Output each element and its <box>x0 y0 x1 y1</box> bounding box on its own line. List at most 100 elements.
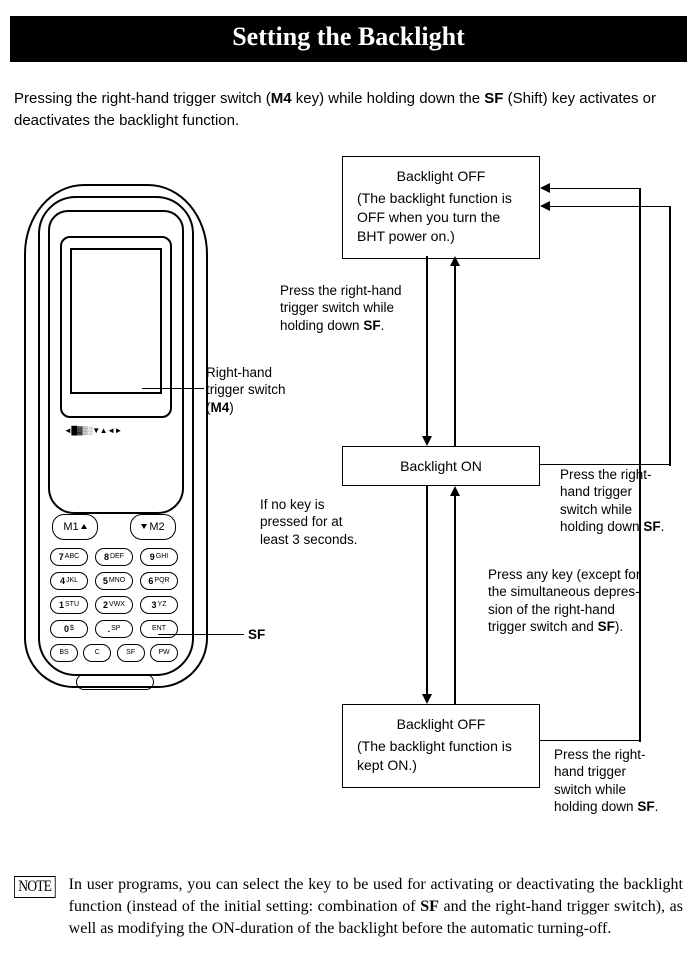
box2-title: Backlight ON <box>357 457 525 476</box>
box3-title: Backlight OFF <box>357 715 525 734</box>
box1-body: (The backlight function is OFF when you … <box>357 189 525 246</box>
rs2-l4c: . <box>655 799 659 814</box>
arrow-into-b1 <box>540 201 550 211</box>
m2-label: M2 <box>149 521 164 533</box>
key-0: 0$ <box>50 620 88 638</box>
key-1: 1STU <box>50 596 88 614</box>
label-right-trigger: Right-hand trigger switch (M4) <box>206 364 286 417</box>
key-6: 6PQR <box>140 572 178 590</box>
rs1-l2: hand trigger <box>560 484 632 499</box>
line-b1-b2-down <box>426 256 428 438</box>
line-b2-right <box>540 464 670 466</box>
key-8: 8DEF <box>95 548 133 566</box>
label-any-key: Press any key (except for the simultaneo… <box>488 566 640 636</box>
ps-l3a: holding down <box>280 318 363 333</box>
intro-sf: SF <box>484 90 503 107</box>
label-no-key: If no key is pressed for at least 3 seco… <box>260 496 358 549</box>
key-row-3: 1STU 2VWX 3YZ <box>50 596 178 614</box>
label-right-sf-bottom: Press the right- hand trigger switch whi… <box>554 746 658 816</box>
line-b3-b2-up <box>454 494 456 704</box>
ps-l3b: SF <box>363 318 380 333</box>
line-right-up-long <box>669 206 671 466</box>
arrow-b3-b2-up <box>450 486 460 496</box>
note-text: In user programs, you can select the key… <box>69 874 683 941</box>
line-b2-b3-down <box>426 486 428 696</box>
rt-l2: trigger switch <box>206 382 286 397</box>
leader-rh-trigger <box>142 388 204 390</box>
m1-label: M1 <box>63 521 78 533</box>
rs1-l3: switch while <box>560 502 632 517</box>
arrow-b2-b3-down <box>422 694 432 704</box>
ak-l3: sion of the right-hand <box>488 602 615 617</box>
intro-t2: key) while holding down the <box>292 90 485 107</box>
ak-l4c: ). <box>615 619 623 634</box>
note-sf: SF <box>420 898 439 915</box>
rt-l1: Right-hand <box>206 365 272 380</box>
device-status-row: ◄█▓▒░▼▲◄► <box>60 426 168 440</box>
m2-key: M2 <box>130 514 176 540</box>
state-box-on: Backlight ON <box>342 446 540 487</box>
arrow-b3-into-b1 <box>540 183 550 193</box>
key-9: 9GHI <box>140 548 178 566</box>
up-icon <box>81 524 87 529</box>
rs1-l4a: holding down <box>560 519 643 534</box>
m1-key: M1 <box>52 514 98 540</box>
box3-body: (The backlight function is kept ON.) <box>357 737 525 775</box>
key-4: 4JKL <box>50 572 88 590</box>
key-5: 5MNO <box>95 572 133 590</box>
keypad: 7ABC 8DEF 9GHI 4JKL 5MNO 6PQR 1STU 2VWX … <box>50 548 178 668</box>
rs1-l4c: . <box>661 519 665 534</box>
intro-paragraph: Pressing the right-hand trigger switch (… <box>14 88 683 132</box>
device-screen <box>70 248 162 394</box>
line-right-into-b1 <box>550 206 670 208</box>
ak-l4b: SF <box>598 619 615 634</box>
key-dot: .SP <box>95 620 133 638</box>
key-3: 3YZ <box>140 596 178 614</box>
line-b2-b1-up <box>454 264 456 446</box>
note-section: NOTE In user programs, you can select th… <box>14 874 683 941</box>
key-row-2: 4JKL 5MNO 6PQR <box>50 572 178 590</box>
key-row-5: BS C SF PW <box>50 644 178 662</box>
rs2-l4b: SF <box>637 799 654 814</box>
page-title: Setting the Backlight <box>10 16 687 62</box>
rs2-l2: hand trigger <box>554 764 626 779</box>
key-sf: SF <box>117 644 145 662</box>
note-badge: NOTE <box>14 876 55 898</box>
rt-l3b: M4 <box>211 400 230 415</box>
key-pw: PW <box>150 644 178 662</box>
ps-l2: trigger switch while <box>280 300 394 315</box>
box1-title: Backlight OFF <box>357 167 525 186</box>
ps-l3c: . <box>381 318 385 333</box>
rs2-l4a: holding down <box>554 799 637 814</box>
rs2-l1: Press the right- <box>554 747 646 762</box>
m-key-row: M1 M2 <box>52 514 176 540</box>
line-b3-right <box>540 740 640 742</box>
ak-l4a: trigger switch and <box>488 619 598 634</box>
arrow-b2-b1-up <box>450 256 460 266</box>
device-bottom-button <box>76 674 154 690</box>
nk-l3: least 3 seconds. <box>260 532 358 547</box>
page: Setting the Backlight Pressing the right… <box>0 0 697 961</box>
arrow-b1-b2-down <box>422 436 432 446</box>
label-sf: SF <box>248 626 265 644</box>
key-2: 2VWX <box>95 596 133 614</box>
diagram: ◄█▓▒░▼▲◄► M1 M2 7ABC 8DEF 9GHI 4JKL 5MNO… <box>10 146 687 866</box>
intro-t1: Pressing the right-hand trigger switch ( <box>14 90 271 107</box>
key-bs: BS <box>50 644 78 662</box>
rs1-l1: Press the right- <box>560 467 652 482</box>
ak-l1: Press any key (except for <box>488 567 640 582</box>
down-icon <box>141 524 147 529</box>
state-box-off-initial: Backlight OFF (The backlight function is… <box>342 156 540 260</box>
label-right-sf-mid: Press the right- hand trigger switch whi… <box>560 466 664 536</box>
nk-l2: pressed for at <box>260 514 343 529</box>
device-illustration: ◄█▓▒░▼▲◄► M1 M2 7ABC 8DEF 9GHI 4JKL 5MNO… <box>14 174 224 704</box>
intro-m4: M4 <box>271 90 292 107</box>
line-b3-into-b1 <box>550 188 640 190</box>
ps-l1: Press the right-hand <box>280 283 402 298</box>
nk-l1: If no key is <box>260 497 325 512</box>
key-c: C <box>83 644 111 662</box>
ak-l2: the simultaneous depres- <box>488 584 640 599</box>
rt-l3c: ) <box>229 400 234 415</box>
state-box-off-kept: Backlight OFF (The backlight function is… <box>342 704 540 789</box>
line-b3-up <box>639 188 641 742</box>
